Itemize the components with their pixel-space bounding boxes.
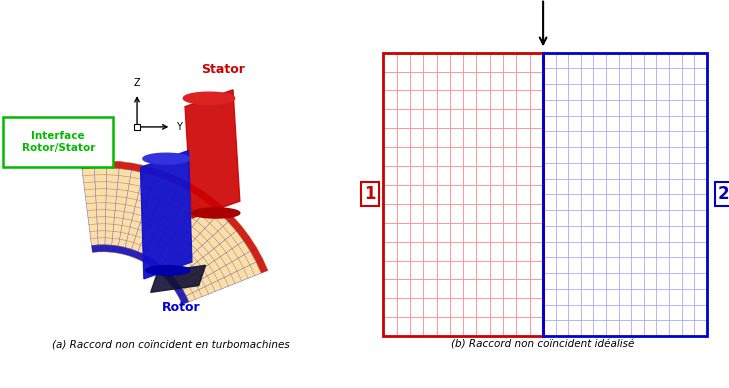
Polygon shape (183, 92, 235, 104)
Polygon shape (81, 161, 268, 273)
FancyBboxPatch shape (4, 117, 113, 168)
Bar (134, 124, 140, 130)
Bar (543, 53, 706, 336)
Text: (b) Raccord non coïncident idéalisé: (b) Raccord non coïncident idéalisé (451, 340, 635, 350)
Polygon shape (151, 265, 206, 292)
Text: 1: 1 (364, 185, 376, 203)
Polygon shape (143, 153, 190, 164)
Polygon shape (141, 151, 192, 279)
Text: (a) Raccord non coïncident en turbomachines: (a) Raccord non coïncident en turbomachi… (52, 340, 290, 350)
Polygon shape (185, 90, 240, 218)
Text: Z: Z (133, 78, 141, 88)
Text: Rotor: Rotor (163, 301, 201, 314)
Polygon shape (81, 161, 268, 305)
Polygon shape (91, 244, 189, 305)
Text: Y: Y (176, 122, 182, 132)
Polygon shape (192, 208, 240, 218)
Polygon shape (146, 266, 190, 275)
Bar (383, 53, 543, 336)
Text: Stator: Stator (200, 63, 245, 76)
Text: Interface
Rotor/Stator: Interface Rotor/Stator (22, 131, 95, 153)
Text: 2: 2 (717, 185, 729, 203)
